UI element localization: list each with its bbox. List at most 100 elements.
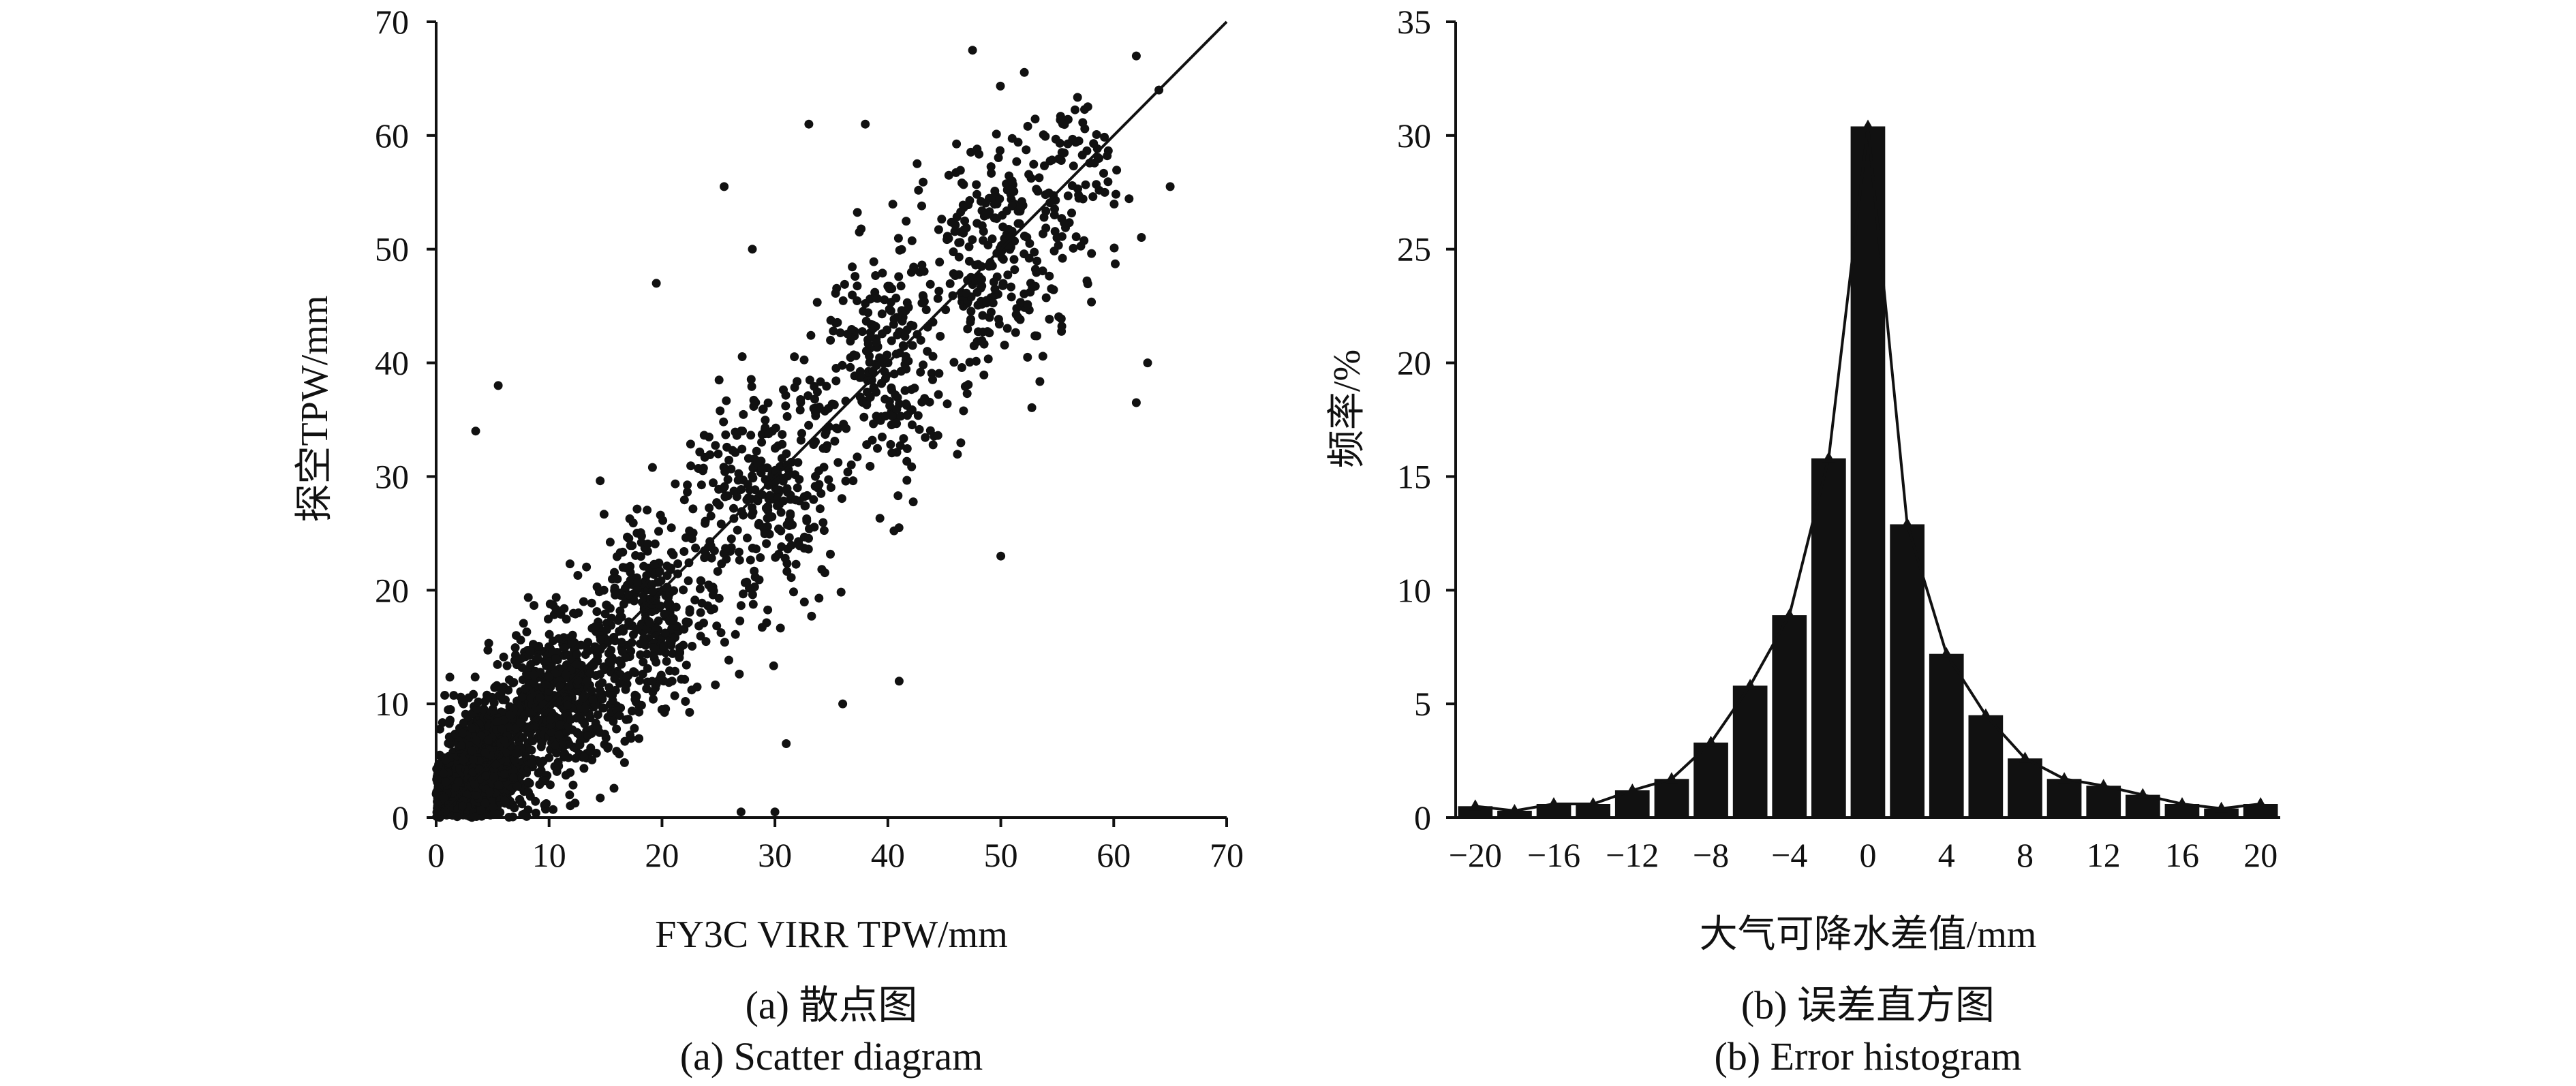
histogram-bar	[1693, 742, 1728, 818]
scatter-point	[763, 480, 773, 490]
histogram-marker	[1979, 708, 1992, 719]
scatter-point	[829, 326, 838, 336]
x-ticks: 0 10 20 30 40 50 60 70	[428, 818, 1244, 874]
scatter-point	[952, 139, 962, 149]
histogram-panel: −20 −16 −12 −8 −4 0 4 8 12 16 20 0 5 10 15 20 25 30 35 大气…	[1326, 3, 2280, 1079]
scatter-point	[527, 758, 536, 768]
scatter-point	[968, 46, 977, 55]
scatter-point	[497, 685, 506, 694]
scatter-point	[679, 640, 688, 650]
scatter-point	[875, 514, 885, 523]
scatter-point	[816, 377, 825, 386]
scatter-point	[962, 288, 971, 298]
scatter-point	[814, 480, 824, 489]
scatter-point	[1073, 93, 1082, 102]
scatter-point	[523, 593, 533, 602]
scatter-point	[694, 621, 704, 631]
scatter-point	[972, 189, 981, 199]
scatter-point	[776, 623, 785, 633]
scatter-point	[567, 638, 577, 648]
scatter-point	[950, 227, 960, 236]
scatter-point	[1003, 270, 1013, 279]
scatter-point	[647, 677, 657, 686]
scatter-point	[928, 352, 938, 361]
scatter-point	[982, 298, 991, 308]
scatter-point	[887, 412, 897, 421]
scatter-point	[596, 793, 605, 803]
scatter-point	[803, 391, 813, 401]
scatter-point	[1045, 271, 1054, 281]
scatter-point	[949, 247, 958, 257]
scatter-point	[673, 559, 683, 568]
scatter-point	[807, 611, 816, 621]
scatter-point	[885, 281, 894, 291]
scatter-point	[533, 653, 542, 663]
scatter-point	[479, 704, 489, 714]
scatter-point	[713, 567, 722, 576]
x-axis-title: 大气可降水差值/mm	[1700, 914, 2037, 956]
scatter-point	[1063, 191, 1073, 200]
scatter-point	[688, 642, 697, 651]
scatter-point	[878, 268, 887, 278]
scatter-point	[786, 573, 796, 583]
caption-zh: (a) 散点图	[746, 983, 918, 1027]
scatter-point	[705, 503, 714, 512]
scatter-point	[449, 691, 459, 700]
scatter-point	[1054, 312, 1064, 322]
scatter-point	[784, 533, 794, 542]
scatter-point	[1071, 105, 1079, 114]
scatter-point	[869, 257, 878, 266]
scatter-point	[662, 600, 672, 609]
scatter-point	[734, 547, 743, 557]
scatter-point	[1103, 177, 1113, 187]
scatter-point	[1017, 197, 1026, 206]
scatter-point	[754, 575, 764, 585]
scatter-point	[634, 734, 644, 743]
scatter-point	[612, 724, 622, 734]
x-tick-label: 16	[2165, 836, 2199, 874]
scatter-point	[900, 386, 910, 395]
scatter-point	[998, 222, 1008, 232]
scatter-point	[547, 728, 556, 737]
scatter-point	[612, 747, 622, 756]
scatter-point	[687, 534, 696, 544]
scatter-point	[484, 638, 493, 648]
scatter-point	[772, 491, 782, 501]
scatter-point	[779, 496, 788, 506]
scatter-point	[987, 168, 996, 178]
scatter-point	[508, 678, 517, 687]
scatter-point	[935, 258, 945, 267]
y-tick-label: 70	[375, 3, 409, 41]
scatter-point	[1030, 247, 1039, 257]
scatter-point	[1038, 266, 1047, 276]
scatter-point	[739, 409, 748, 419]
scatter-point	[1058, 253, 1067, 263]
scatter-point	[497, 724, 507, 734]
scatter-point	[658, 516, 668, 525]
scatter-point	[525, 709, 534, 718]
scatter-point	[622, 673, 631, 683]
scatter-point	[593, 710, 602, 719]
scatter-point	[782, 739, 791, 748]
scatter-point	[1000, 341, 1009, 350]
scatter-point	[1045, 315, 1054, 324]
scatter-point	[925, 279, 935, 289]
scatter-point	[551, 741, 560, 750]
x-tick-label: −20	[1449, 836, 1502, 874]
scatter-point	[989, 277, 998, 287]
scatter-point	[480, 798, 490, 808]
scatter-point	[1007, 292, 1016, 302]
scatter-point	[902, 476, 912, 485]
scatter-point	[916, 367, 925, 377]
scatter-point	[580, 719, 589, 728]
scatter-point	[959, 406, 968, 416]
scatter-point	[996, 551, 1006, 561]
scatter-point	[619, 626, 628, 636]
y-tick-label: 35	[1397, 3, 1431, 41]
scatter-point	[832, 283, 842, 293]
scatter-point	[679, 495, 689, 505]
scatter-point	[1023, 300, 1032, 309]
scatter-point	[701, 518, 710, 528]
scatter-point	[554, 730, 564, 740]
y-tick-label: 40	[375, 344, 409, 382]
